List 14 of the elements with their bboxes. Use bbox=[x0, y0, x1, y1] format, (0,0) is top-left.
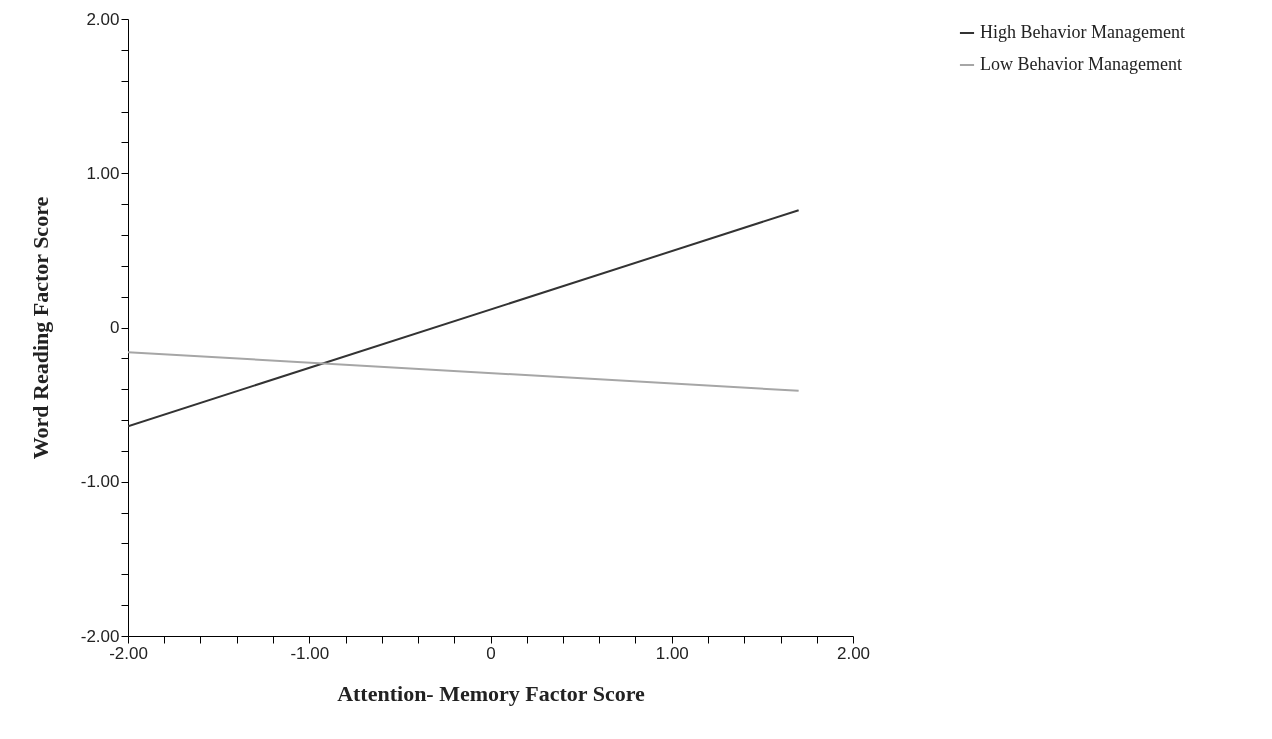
x-axis-title: Attention- Memory Factor Score bbox=[337, 680, 646, 706]
y-tick-label: 1.00 bbox=[86, 163, 120, 183]
legend-label: High Behavior Management bbox=[980, 22, 1185, 42]
y-axis-title: Word Reading Factor Score bbox=[27, 196, 53, 460]
x-tick-label: 0 bbox=[486, 643, 496, 663]
y-tick-label: -2.00 bbox=[80, 626, 120, 646]
y-tick-label: -1.00 bbox=[80, 472, 120, 492]
x-tick-label: -1.00 bbox=[290, 643, 330, 663]
x-tick-label: 2.00 bbox=[836, 643, 871, 663]
x-tick-label: -2.00 bbox=[109, 643, 148, 663]
y-tick-label: 0 bbox=[110, 318, 120, 337]
x-tick-label: 1.00 bbox=[655, 643, 689, 663]
legend-label: Low Behavior Management bbox=[980, 54, 1182, 74]
y-tick-label: 2.00 bbox=[86, 9, 120, 29]
